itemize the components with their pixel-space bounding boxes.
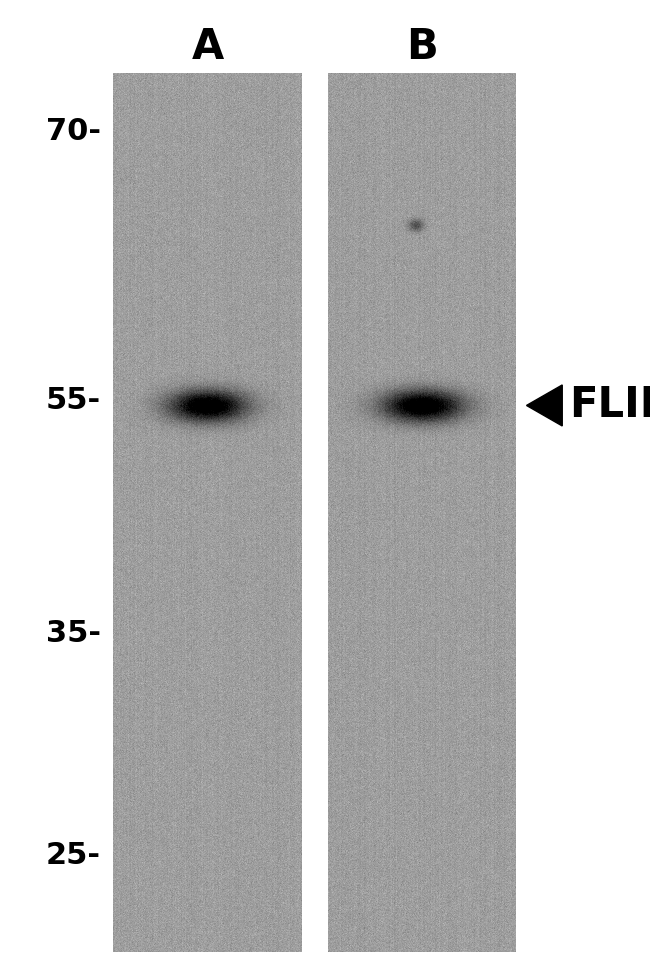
Text: 25-: 25- xyxy=(46,841,101,871)
Text: B: B xyxy=(407,26,438,67)
Text: 70-: 70- xyxy=(46,117,101,147)
Text: A: A xyxy=(192,26,224,67)
Polygon shape xyxy=(526,385,562,426)
Text: FLIP: FLIP xyxy=(569,385,650,426)
Text: 55-: 55- xyxy=(46,386,101,415)
Text: 35-: 35- xyxy=(46,618,101,648)
